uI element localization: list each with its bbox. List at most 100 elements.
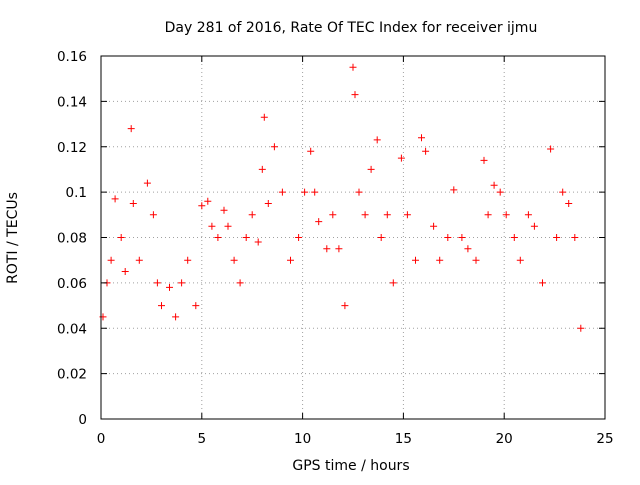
data-point [236,279,244,287]
data-point [403,211,411,219]
data-point [149,211,157,219]
data-point [129,200,137,207]
data-point [377,234,385,241]
data-point [472,256,480,264]
data-point [412,256,419,264]
data-point [539,279,546,287]
data-point [307,147,315,155]
data-point [158,302,165,310]
data-point [335,245,343,253]
data-point [351,91,359,99]
data-point [577,324,585,332]
data-point [422,147,430,155]
data-point [389,279,397,287]
data-point [198,202,206,210]
data-point [355,188,363,196]
data-point [153,279,161,287]
data-point [373,136,381,144]
data-point [248,211,256,219]
data-point [166,283,173,291]
data-point [311,188,319,196]
data-point [258,165,266,173]
data-point [510,234,518,241]
y-tick-label: 0.16 [57,49,87,65]
data-point [397,154,405,162]
data-point [559,188,567,196]
data-point [341,302,349,310]
data-point [204,197,212,205]
data-point [450,186,458,194]
data-point [117,234,125,241]
data-point [295,234,303,241]
y-tick-label: 0.12 [57,140,87,156]
data-point [224,222,232,230]
data-point [436,256,444,264]
y-tick-label: 0.1 [66,185,87,201]
data-point [458,234,466,241]
points-layer [99,63,585,332]
data-point [172,313,180,321]
x-tick-label: 10 [294,431,311,447]
data-point [214,234,222,241]
data-point [444,234,452,241]
y-tick-label: 0.02 [57,367,87,383]
data-point [502,211,510,219]
x-tick-label: 20 [496,431,513,447]
data-point [361,211,369,219]
data-point [547,145,555,153]
data-point [496,188,504,196]
x-tick-label: 25 [596,431,613,447]
y-axis-label: ROTI / TECUs [5,192,21,284]
x-tick-label: 0 [97,431,106,447]
data-point [135,256,143,264]
data-point [192,302,200,310]
data-point [367,165,375,173]
data-point [571,234,579,241]
data-point [524,211,532,219]
data-point [484,211,492,219]
data-point [553,234,561,241]
data-point [418,134,425,142]
data-point [260,113,268,121]
data-point [270,143,278,151]
y-tick-label: 0.04 [57,321,87,337]
data-point [242,234,250,241]
data-point [230,256,238,264]
data-point [264,200,272,207]
data-point [301,188,309,196]
data-point [516,256,524,264]
x-tick-label: 5 [198,431,207,447]
data-point [178,279,186,287]
data-point [464,245,472,253]
data-point [107,256,115,264]
data-point [315,218,323,226]
y-tick-label: 0 [78,412,87,428]
y-tick-label: 0.14 [57,94,87,110]
data-point [121,268,129,275]
data-point [254,238,262,246]
data-point [208,222,216,230]
data-point [184,256,192,264]
data-point [323,245,331,253]
data-point [278,188,286,196]
data-point [127,125,135,133]
y-tick-label: 0.06 [57,276,87,292]
data-point [220,206,228,214]
data-point [430,222,438,230]
data-point [287,256,294,264]
tick-layer: 0 5 10 15 20 25 0 0.02 0.04 0.06 0.08 0.1 0.12 0.14 0.… [57,49,614,447]
y-tick-label: 0.08 [57,231,87,247]
data-point [143,179,151,187]
data-point [565,200,573,207]
data-point [329,211,337,219]
grid-layer [101,56,605,419]
data-point [530,222,538,230]
data-point [383,211,391,219]
chart-title: Day 281 of 2016, Rate Of TEC Index for r… [165,20,538,36]
x-axis-label: GPS time / hours [292,458,409,474]
x-tick-label: 15 [395,431,412,447]
data-point [490,181,498,189]
